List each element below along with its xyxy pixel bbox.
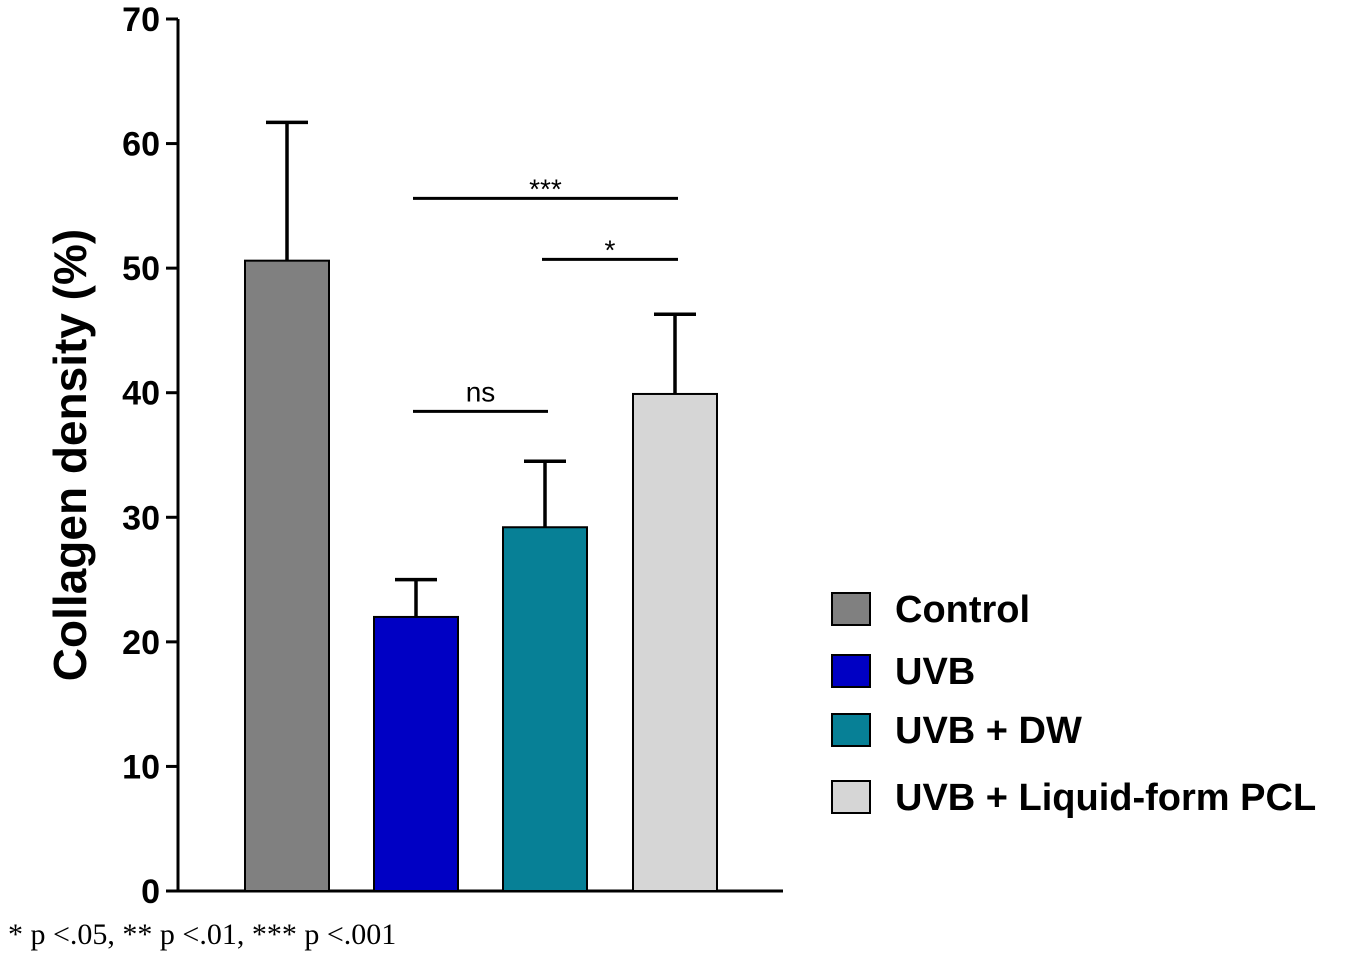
bar-1 <box>244 259 330 892</box>
significance-label-1: ns <box>466 376 496 407</box>
bar-3 <box>502 526 588 892</box>
significance-brackets: ns**** <box>413 173 678 413</box>
y-tick-label-70: 70 <box>122 1 160 39</box>
y-tick-label-60: 60 <box>122 126 160 164</box>
significance-footnote: * p <.05, ** p <.01, *** p <.001 <box>8 918 397 951</box>
legend-swatch-3 <box>831 713 871 747</box>
bar-2 <box>373 615 459 892</box>
legend-label-1: Control <box>895 589 1030 631</box>
y-tick-label-30: 30 <box>122 499 160 537</box>
bars <box>244 259 718 892</box>
legend-swatch-1 <box>831 592 871 626</box>
legend-swatch-4 <box>831 780 871 814</box>
y-tick-label-0: 0 <box>141 873 160 911</box>
y-tick-label-20: 20 <box>122 624 160 662</box>
significance-label-2: *** <box>529 173 562 204</box>
legend: Control UVB UVB + DW UVB + Liquid-form PCL <box>831 589 1316 819</box>
y-tick-label-40: 40 <box>122 375 160 413</box>
y-axis-label: Collagen density (%) <box>44 229 96 681</box>
significance-label-3: * <box>605 234 616 265</box>
error-bars <box>266 120 696 617</box>
y-tick-label-10: 10 <box>122 748 160 786</box>
y-tick-label-50: 50 <box>122 250 160 288</box>
legend-label-2: UVB <box>895 651 975 693</box>
bar-4 <box>632 392 718 892</box>
legend-swatch-2 <box>831 654 871 688</box>
legend-label-3: UVB + DW <box>895 710 1082 752</box>
legend-label-4: UVB + Liquid-form PCL <box>895 777 1316 819</box>
